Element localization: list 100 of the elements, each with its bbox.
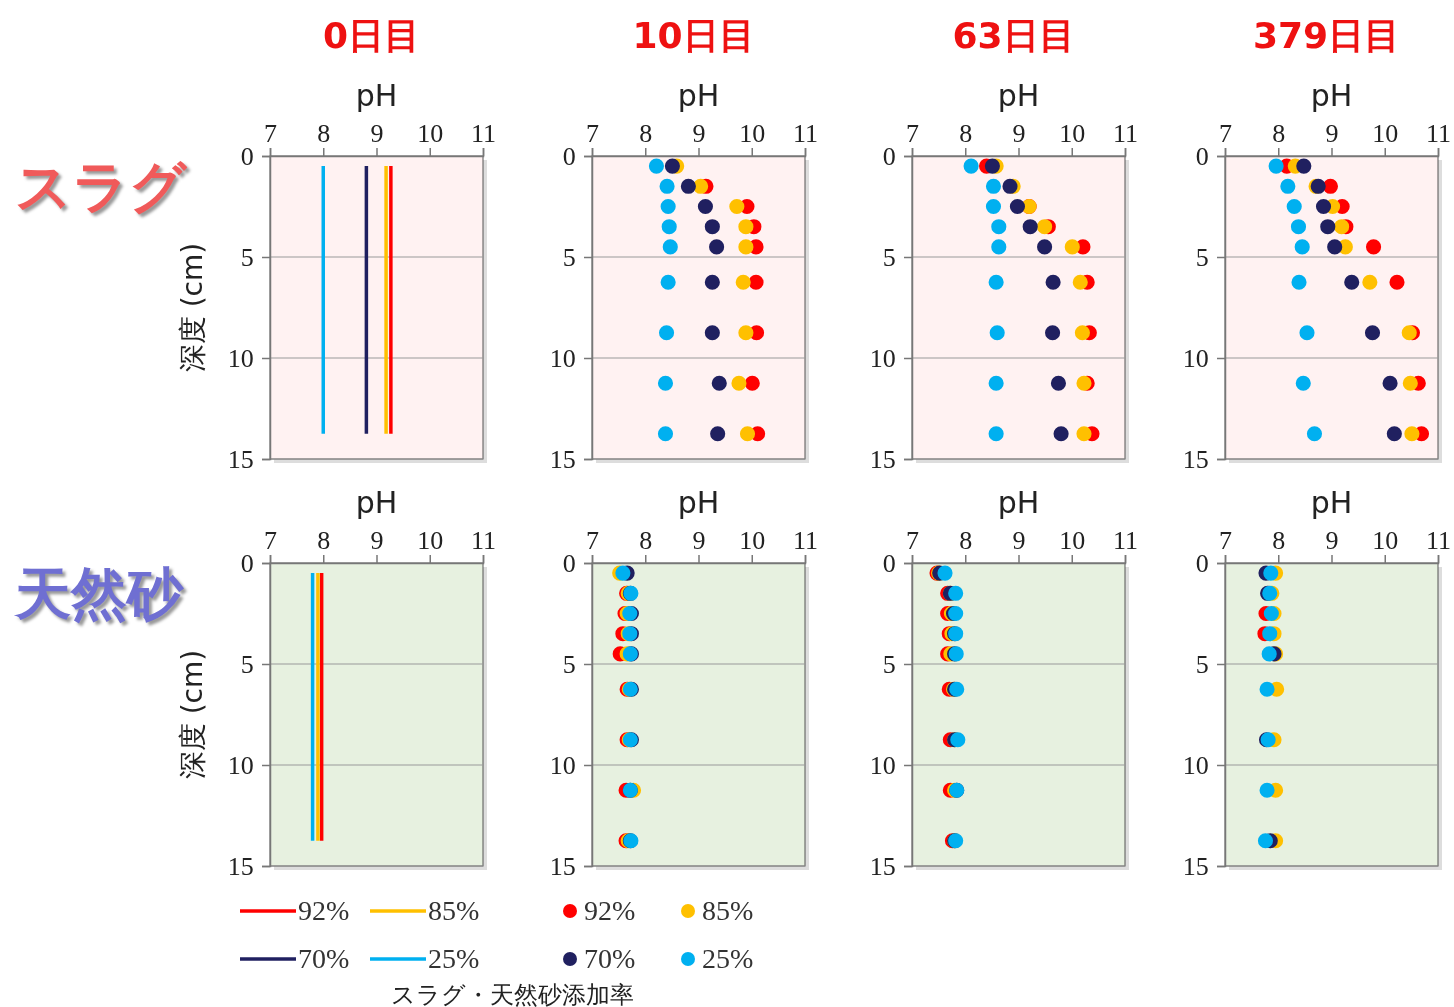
x-tick-label: 8 [317,119,331,149]
y-tick-label: 15 [869,444,896,474]
point [738,219,754,235]
y-tick-label: 10 [869,343,896,373]
y-tick-label: 15 [1182,851,1209,881]
x-tick-label: 10 [1372,526,1399,556]
x-axis-title: pH [355,78,398,113]
chart-title: 0日目 [322,15,421,56]
x-tick-label: 7 [906,119,919,149]
point [1294,239,1310,255]
x-tick-label: 11 [1112,119,1139,149]
point [963,158,979,174]
point [1259,782,1275,798]
x-tick-label: 7 [1219,119,1232,149]
point [704,274,720,290]
y-tick-label: 0 [240,548,254,578]
point [1072,274,1088,290]
point [1022,219,1038,235]
point [660,198,676,215]
point [657,426,674,442]
x-axis-title: pH [997,78,1040,113]
x-tick-label: 11 [470,526,497,556]
legend-title: スラグ・天然砂添加率 [390,981,634,1007]
point [738,239,754,255]
x-tick-label: 8 [1272,526,1286,556]
point [1262,626,1278,642]
point [1257,833,1274,849]
y-tick-label: 15 [227,851,254,881]
x-tick-label: 9 [692,119,706,149]
point [1286,198,1302,215]
y-tick-label: 5 [562,649,576,679]
y-tick-label: 10 [869,750,896,780]
legend-label: 70% [584,943,636,974]
x-tick-label: 7 [906,526,919,556]
x-axis-title: pH [1310,78,1353,113]
point [1290,219,1307,235]
point [1362,274,1378,290]
point [988,375,1004,391]
x-tick-label: 7 [264,119,277,149]
point [1315,198,1332,215]
x-tick-label: 10 [1059,119,1086,149]
point [1009,198,1025,215]
point [748,274,764,290]
point [988,426,1004,442]
point [1050,375,1067,391]
legend-label: 92% [584,895,636,926]
point [1344,274,1360,290]
y-tick-label: 0 [562,141,576,171]
y-tick-label: 10 [549,343,576,373]
point [648,158,664,174]
y-tick-label: 5 [1195,649,1209,679]
y-tick-label: 0 [882,141,896,171]
y-tick-label: 0 [562,548,576,578]
x-tick-label: 10 [417,526,444,556]
y-tick-label: 15 [549,444,576,474]
x-tick-label: 8 [639,526,653,556]
x-tick-label: 7 [1219,526,1232,556]
x-tick-label: 8 [1272,119,1286,149]
point [989,325,1005,341]
x-axis-title: pH [677,485,720,520]
point [984,158,1000,174]
point [738,325,754,341]
point [1053,426,1069,442]
point [985,198,1002,215]
chart-title: 10日目 [632,15,755,56]
legend-label: 25% [428,943,480,974]
legend-label: 85% [428,895,480,926]
x-tick-label: 9 [692,526,706,556]
chart-title: 379日目 [1252,15,1401,56]
x-tick-label: 10 [1372,119,1399,149]
x-axis-title: pH [355,485,398,520]
x-tick-label: 8 [959,119,973,149]
point [1299,325,1315,341]
point [985,178,1002,194]
point [1296,158,1312,174]
point [948,585,964,601]
point [660,274,676,290]
point [1366,239,1382,255]
point [1334,219,1350,235]
y-tick-label: 5 [240,649,254,679]
chart-title: 63日目 [952,15,1075,56]
y-tick-label: 5 [562,242,576,272]
x-tick-label: 8 [639,119,653,149]
point [1327,239,1343,255]
x-axis-title: pH [1310,485,1353,520]
y-tick-label: 5 [882,649,896,679]
point [659,178,675,194]
point [1389,274,1405,290]
point [1263,565,1279,581]
x-tick-label: 9 [1012,526,1026,556]
x-tick-label: 7 [586,119,599,149]
x-tick-label: 9 [370,526,384,556]
x-tick-label: 11 [1425,119,1452,149]
x-tick-label: 7 [264,526,277,556]
x-tick-label: 10 [739,526,766,556]
point [731,375,747,391]
y-tick-label: 5 [240,242,254,272]
x-tick-label: 8 [317,526,331,556]
legend-label: 85% [702,895,754,926]
point [1382,375,1398,391]
